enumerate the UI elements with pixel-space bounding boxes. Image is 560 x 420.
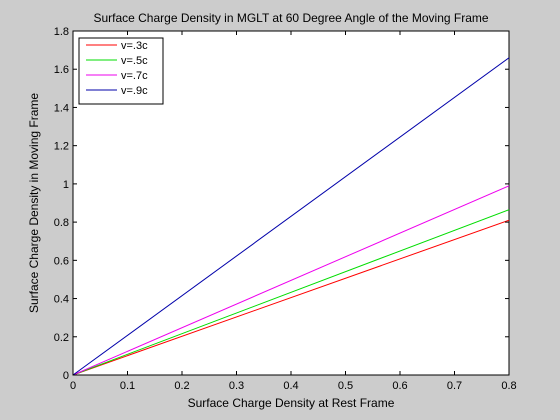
legend: v=.3c v=.5c v=.7c v=.9c	[78, 37, 164, 105]
x-tick-label: 0	[70, 380, 76, 392]
y-tick-label: 1.6	[54, 64, 69, 76]
series-line-v-5c	[72, 209, 510, 376]
y-tick-label: 0.8	[54, 217, 69, 229]
chart-title: Surface Charge Density in MGLT at 60 Deg…	[93, 11, 488, 25]
x-tick-label: 0.4	[283, 380, 298, 392]
y-axis-ticks: 0 0.2 0.4 0.6 0.8 1 1.2 1.4 1.6 1.8	[54, 26, 509, 382]
y-tick-label: 0	[63, 370, 69, 382]
legend-label: v=.5c	[121, 55, 148, 67]
legend-box	[78, 37, 164, 105]
y-axis-label: Surface Charge Density in Moving Frame	[27, 93, 41, 313]
x-axis-label: Surface Charge Density at Rest Frame	[188, 396, 395, 410]
series-line-v-7c	[72, 185, 510, 376]
x-axis-ticks: 0 0.1 0.2 0.3 0.4 0.5 0.6 0.7 0.8	[70, 31, 517, 392]
y-tick-label: 0.6	[54, 255, 69, 267]
y-tick-label: 0.2	[54, 332, 69, 344]
legend-label: v=.7c	[121, 70, 148, 82]
legend-label: v=.3c	[121, 40, 148, 52]
series-lines	[72, 57, 510, 376]
legend-label: v=.9c	[121, 85, 148, 97]
x-tick-label: 0.6	[392, 380, 407, 392]
x-tick-label: 0.2	[174, 380, 189, 392]
y-tick-label: 1.4	[54, 102, 69, 114]
y-tick-label: 1	[63, 179, 69, 191]
x-tick-label: 0.5	[338, 380, 353, 392]
y-tick-label: 1.2	[54, 141, 69, 153]
x-tick-label: 0.1	[120, 380, 135, 392]
series-line-v-3c	[72, 219, 510, 376]
series-line-v-9c	[72, 57, 510, 376]
x-tick-label: 0.8	[501, 380, 516, 392]
y-tick-label: 0.4	[54, 294, 69, 306]
x-tick-label: 0.3	[229, 380, 244, 392]
x-tick-label: 0.7	[447, 380, 462, 392]
y-tick-label: 1.8	[54, 26, 69, 38]
